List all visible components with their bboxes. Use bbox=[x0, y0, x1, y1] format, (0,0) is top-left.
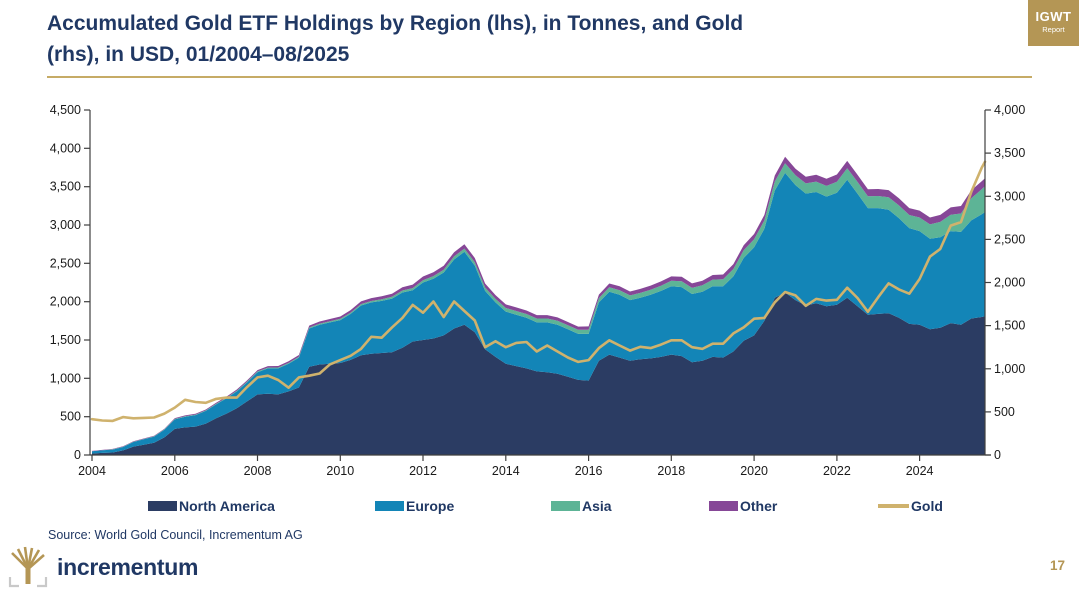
x-axis-tick-label: 2008 bbox=[244, 464, 272, 478]
page-number: 17 bbox=[1049, 558, 1065, 573]
left-axis-tick-label: 1,000 bbox=[50, 371, 81, 385]
left-axis-tick-label: 500 bbox=[60, 410, 81, 424]
legend-label-europe: Europe bbox=[406, 498, 455, 514]
legend-label-asia: Asia bbox=[582, 498, 612, 514]
x-axis-tick-label: 2010 bbox=[326, 464, 354, 478]
area-europe bbox=[92, 172, 985, 454]
legend-item-europe: Europe bbox=[375, 497, 454, 515]
title-divider bbox=[47, 76, 1032, 78]
igwt-report-badge: IGWT Report bbox=[1028, 0, 1079, 46]
left-axis-tick-label: 0 bbox=[74, 448, 81, 462]
north-america-swatch-icon bbox=[148, 501, 177, 511]
right-axis-tick-label: 1,000 bbox=[994, 362, 1025, 376]
axis-labels: 0 500 1,000 1,500 2,000 2,500 3,000 3,500 4,000 4… bbox=[50, 103, 1026, 478]
area-north-america bbox=[92, 292, 985, 455]
right-axis-tick-label: 1,500 bbox=[994, 319, 1025, 333]
incrementum-logo: incrementum bbox=[8, 546, 198, 588]
axes bbox=[84, 109, 991, 461]
asia-swatch-icon bbox=[551, 501, 580, 511]
legend-label-other: Other bbox=[740, 498, 778, 514]
right-axis-tick-label: 3,000 bbox=[994, 189, 1025, 203]
tree-icon bbox=[8, 546, 48, 588]
page-title-line2: (rhs), in USD, 01/2004–08/2025 bbox=[47, 43, 350, 66]
page-title-line1: Accumulated Gold ETF Holdings by Region … bbox=[47, 12, 744, 35]
gold-line-swatch-icon bbox=[878, 504, 909, 508]
left-axis-tick-label: 2,500 bbox=[50, 256, 81, 270]
x-axis-tick-label: 2014 bbox=[492, 464, 520, 478]
legend-item-gold: Gold bbox=[878, 497, 943, 515]
gold-price-line bbox=[90, 160, 987, 423]
page-title: Accumulated Gold ETF Holdings by Region … bbox=[47, 8, 1007, 70]
source-note: Source: World Gold Council, Incrementum … bbox=[48, 528, 303, 542]
right-axis-tick-label: 0 bbox=[994, 448, 1001, 462]
badge-line1: IGWT bbox=[1035, 9, 1072, 24]
right-axis-tick-label: 2,000 bbox=[994, 276, 1025, 290]
europe-swatch-icon bbox=[375, 501, 404, 511]
x-axis-tick-label: 2012 bbox=[409, 464, 437, 478]
left-axis-tick-label: 3,000 bbox=[50, 218, 81, 232]
other-swatch-icon bbox=[709, 501, 738, 511]
legend-label-gold: Gold bbox=[911, 498, 943, 514]
x-axis-tick-label: 2022 bbox=[823, 464, 851, 478]
x-axis-tick-label: 2016 bbox=[575, 464, 603, 478]
x-axis-tick-label: 2004 bbox=[78, 464, 106, 478]
left-axis-tick-label: 2,000 bbox=[50, 295, 81, 309]
x-axis-tick-label: 2024 bbox=[906, 464, 934, 478]
left-axis-tick-label: 4,000 bbox=[50, 141, 81, 155]
right-axis-tick-label: 4,000 bbox=[994, 103, 1025, 117]
x-axis-tick-label: 2020 bbox=[740, 464, 768, 478]
x-axis-tick-label: 2018 bbox=[657, 464, 685, 478]
legend-item-north-america: North America bbox=[148, 497, 275, 515]
left-axis-tick-label: 3,500 bbox=[50, 180, 81, 194]
chart-legend: North America Europe Asia Other Gold bbox=[0, 497, 1079, 517]
left-axis-tick-label: 1,500 bbox=[50, 333, 81, 347]
x-axis-tick-label: 2006 bbox=[161, 464, 189, 478]
right-axis-tick-label: 2,500 bbox=[994, 232, 1025, 246]
right-axis-tick-label: 500 bbox=[994, 405, 1015, 419]
badge-line2: Report bbox=[1042, 25, 1065, 34]
left-axis-tick-label: 4,500 bbox=[50, 103, 81, 117]
legend-item-other: Other bbox=[709, 497, 777, 515]
right-axis-tick-label: 3,500 bbox=[994, 146, 1025, 160]
legend-item-asia: Asia bbox=[551, 497, 612, 515]
logo-wordmark: incrementum bbox=[57, 553, 199, 580]
legend-label-north-america: North America bbox=[179, 498, 275, 514]
